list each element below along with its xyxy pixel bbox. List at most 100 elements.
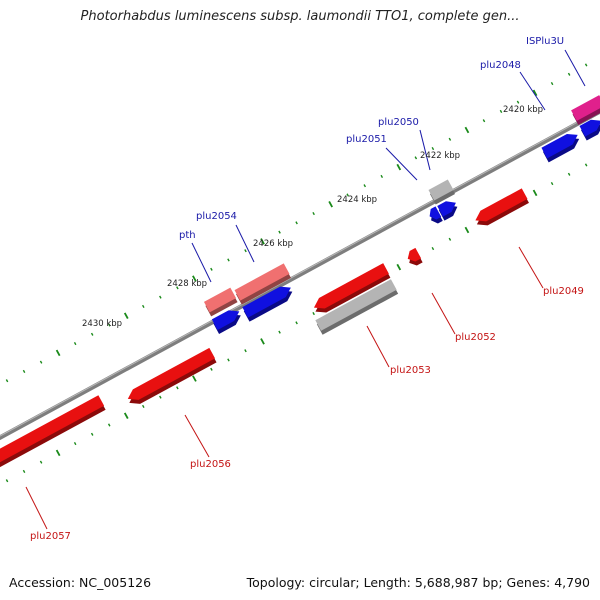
gene-isplu3u[interactable] bbox=[571, 95, 600, 125]
gene-label-plu2052[interactable]: plu2052 bbox=[455, 332, 496, 343]
gene-plu2050-box[interactable] bbox=[428, 179, 456, 205]
inner-minor-tick bbox=[584, 163, 588, 167]
inner-minor-tick bbox=[159, 395, 162, 399]
outer-major-tick bbox=[328, 201, 333, 208]
gene-label-plu2049[interactable]: plu2049 bbox=[543, 286, 584, 297]
gene-plu2049-body bbox=[475, 188, 528, 222]
leader-line-isplu3u bbox=[564, 49, 586, 87]
scale-labels: 2420 kbp 2422 kbp 2424 kbp 2426 kbp 2428… bbox=[82, 105, 543, 329]
outer-major-tick bbox=[55, 349, 61, 357]
inner-minor-tick bbox=[567, 172, 571, 176]
gene-label-plu2053[interactable]: plu2053 bbox=[390, 365, 431, 376]
gene-isplu3u-body bbox=[571, 95, 600, 121]
leader-line-plu2048 bbox=[519, 71, 546, 111]
outer-minor-tick bbox=[244, 249, 247, 253]
gene-plu2054-box-body bbox=[234, 263, 290, 301]
gene-label-plu2051[interactable]: plu2051 bbox=[346, 134, 387, 145]
outer-major-tick bbox=[532, 89, 538, 97]
outer-minor-tick bbox=[295, 221, 298, 225]
gene-pth[interactable] bbox=[211, 310, 241, 334]
inner-minor-tick bbox=[278, 330, 281, 334]
genome-backbone-highlight bbox=[0, 109, 600, 437]
gene-label-isplu3u[interactable]: ISPlu3U bbox=[526, 36, 564, 47]
outer-minor-tick bbox=[227, 258, 230, 262]
gene-plu2054[interactable] bbox=[242, 286, 293, 322]
gene-label-plu2050[interactable]: plu2050 bbox=[378, 117, 419, 128]
gene-plu2051[interactable] bbox=[429, 206, 443, 224]
inner-major-tick bbox=[464, 226, 470, 234]
outer-minor-tick bbox=[550, 82, 554, 86]
gene-plu2048-body bbox=[541, 133, 578, 159]
gene-plu2053-box-body bbox=[315, 279, 397, 331]
outer-minor-tick bbox=[448, 137, 452, 141]
inner-minor-tick bbox=[312, 312, 315, 316]
gene-plu2052[interactable] bbox=[407, 247, 423, 266]
gene-label-pth[interactable]: pth bbox=[179, 230, 196, 241]
inner-minor-tick bbox=[176, 386, 179, 390]
gene-label-plu2054[interactable]: plu2054 bbox=[196, 211, 237, 222]
gene-plu2053-box[interactable] bbox=[315, 279, 399, 335]
gene-pth-body bbox=[211, 310, 240, 330]
inner-minor-tick bbox=[227, 358, 230, 362]
gene-plu2049[interactable] bbox=[475, 188, 529, 226]
outer-major-tick bbox=[396, 163, 402, 171]
leader-line-plu2051 bbox=[385, 147, 418, 181]
inner-minor-tick bbox=[73, 442, 77, 446]
inner-major-tick bbox=[55, 449, 61, 457]
gene-plu2052-body bbox=[407, 247, 422, 262]
outer-minor-tick bbox=[176, 286, 179, 290]
outer-minor-tick bbox=[380, 174, 384, 178]
outer-major-tick bbox=[464, 126, 470, 134]
outer-major-tick bbox=[123, 312, 129, 319]
gene-label-plu2048[interactable]: plu2048 bbox=[480, 60, 521, 71]
inner-minor-tick bbox=[550, 182, 554, 186]
leader-line-plu2053 bbox=[366, 325, 390, 368]
scale-label-2422: 2422 kbp bbox=[420, 151, 460, 161]
outer-minor-tick bbox=[414, 156, 418, 160]
gene-plu2057[interactable] bbox=[0, 395, 106, 471]
gene-label-plu2057[interactable]: plu2057 bbox=[30, 531, 71, 542]
gene-plu2048-upper[interactable] bbox=[579, 119, 600, 141]
gene-plu2050[interactable] bbox=[437, 201, 458, 221]
map-title: Photorhabdus luminescens subsp. laumondi… bbox=[80, 9, 520, 24]
gene-plu2048[interactable] bbox=[541, 133, 580, 163]
inner-minor-tick bbox=[107, 423, 111, 427]
outer-minor-tick bbox=[159, 295, 162, 299]
outer-minor-tick bbox=[278, 230, 281, 234]
outer-minor-tick bbox=[142, 304, 145, 308]
outer-minor-tick bbox=[90, 332, 94, 336]
gene-plu2054-box[interactable] bbox=[234, 263, 291, 305]
outer-minor-tick bbox=[499, 109, 503, 113]
gene-label-plu2056[interactable]: plu2056 bbox=[190, 459, 231, 470]
gene-plu2050-box-body bbox=[428, 179, 454, 201]
inner-minor-tick bbox=[244, 349, 247, 353]
inner-minor-tick bbox=[90, 432, 94, 436]
outer-minor-tick bbox=[5, 379, 9, 383]
gene-plu2051-body bbox=[429, 206, 442, 220]
gene-plu2048-upper-body bbox=[579, 119, 600, 137]
outer-minor-tick bbox=[516, 100, 520, 104]
inner-major-tick bbox=[260, 338, 265, 345]
inner-minor-tick bbox=[142, 404, 145, 408]
scale-label-2430: 2430 kbp bbox=[82, 319, 122, 329]
leader-line-plu2049 bbox=[518, 246, 544, 289]
gene-plu2053-red[interactable] bbox=[313, 263, 391, 313]
leader-line-plu2057 bbox=[25, 486, 48, 530]
outer-minor-tick bbox=[73, 342, 77, 346]
inner-major-tick bbox=[532, 189, 538, 197]
scale-label-2428: 2428 kbp bbox=[167, 279, 207, 289]
leader-line-plu2054 bbox=[235, 224, 255, 263]
outer-tick-track bbox=[5, 63, 588, 383]
gene-features bbox=[0, 95, 600, 471]
leader-line-pth bbox=[191, 242, 212, 283]
inner-minor-tick bbox=[210, 367, 213, 371]
gene-plu2050-body bbox=[437, 201, 456, 217]
inner-minor-tick bbox=[431, 247, 435, 251]
outer-minor-tick bbox=[39, 360, 43, 364]
gene-pth-box[interactable] bbox=[203, 287, 238, 317]
inner-minor-tick bbox=[448, 237, 452, 241]
outer-minor-tick bbox=[431, 147, 435, 151]
gene-plu2056[interactable] bbox=[127, 347, 217, 404]
